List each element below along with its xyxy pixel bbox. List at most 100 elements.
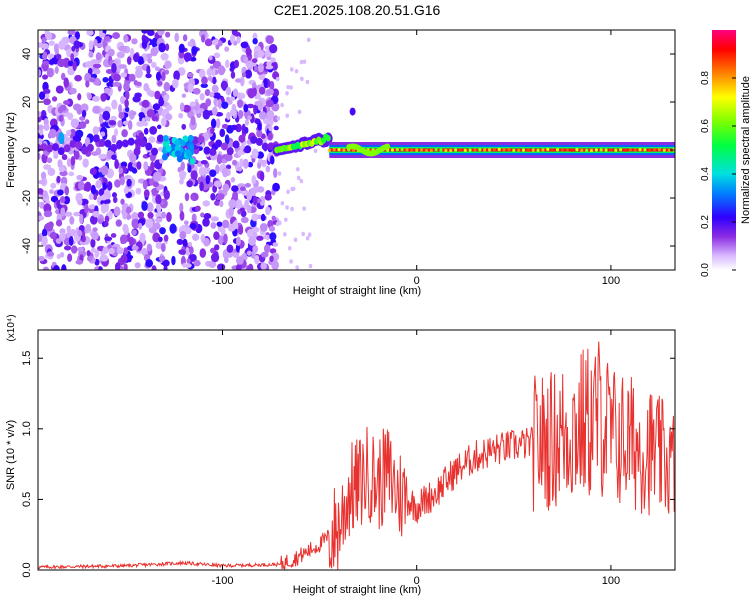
- spectrogram-noise-cell: [232, 252, 240, 259]
- spectrogram-noise-cell: [191, 46, 198, 55]
- spectrogram-noise-cell: [44, 222, 54, 232]
- spectrogram-line-cell: [385, 143, 391, 150]
- spectrogram-noise-cell: [100, 203, 107, 214]
- spectrogram-noise-cell: [94, 249, 100, 258]
- spectrogram-line-cell: [468, 148, 472, 152]
- spectrogram-noise-cell: [38, 215, 45, 221]
- spectrogram-line-cell: [332, 147, 336, 152]
- spectrogram-noise-cell: [235, 256, 244, 265]
- spectrogram-noise-cell: [157, 30, 165, 36]
- spectrogram-noise-cell: [226, 164, 232, 170]
- spectrogram-noise-cell: [46, 251, 55, 257]
- spectrogram-noise-cell: [169, 223, 177, 234]
- spectrogram-noise-cell: [185, 247, 190, 256]
- spectrogram-noise-cell: [178, 43, 185, 54]
- spectrogram-noise-cell: [141, 99, 150, 108]
- spectrogram-noise-cell: [257, 50, 265, 58]
- spectrogram-noise-cell: [104, 215, 110, 223]
- spectrogram-noise-cell: [100, 131, 106, 137]
- spectrogram-line-cell: [580, 148, 584, 152]
- spectrogram-noise-cell: [213, 200, 221, 206]
- spectrogram-noise-cell: [118, 167, 124, 174]
- snr-ytick-label: 0.5: [21, 492, 33, 507]
- spectrogram-line-cell: [531, 148, 535, 152]
- spectrogram-noise-cell: [59, 170, 68, 177]
- spectrogram-noise-cell: [251, 58, 258, 63]
- colorbar-gradient: [712, 30, 736, 270]
- spectrogram-noise-cell: [42, 74, 49, 80]
- spectrogram-noise-cell: [164, 43, 170, 51]
- spectrogram-noise-cell: [240, 41, 249, 49]
- spectrogram-noise-cell: [199, 181, 204, 192]
- spectrogram-noise-cell: [125, 206, 132, 214]
- spectrogram-noise-cell: [171, 78, 179, 89]
- spectrogram-noise-cell: [120, 198, 125, 205]
- spectrogram-band-cell: [238, 134, 246, 143]
- spectrogram-noise-cell: [219, 200, 224, 208]
- spectrogram-noise-cell: [118, 112, 125, 119]
- spectrogram-noise-cell: [222, 183, 230, 193]
- spectrogram-noise-cell: [156, 124, 162, 130]
- spectrogram-line-cell: [497, 147, 501, 152]
- spectrogram-band-cell: [40, 143, 48, 152]
- spectrogram-noise-cell: [118, 104, 123, 114]
- spectrogram-noise-cell: [88, 51, 94, 58]
- spectrogram-line-cell: [657, 147, 662, 152]
- spectrogram-noise-cell: [60, 72, 66, 81]
- spectrogram-noise-cell: [91, 231, 99, 241]
- spectrogram-noise-cell: [161, 71, 166, 82]
- spectrogram-noise-cell: [239, 207, 245, 213]
- spectrogram-noise-cell: [160, 243, 166, 253]
- spectrogram-noise-cell: [258, 111, 267, 120]
- spectrogram-noise-cell: [257, 63, 264, 73]
- spectrogram-noise-cell: [285, 113, 290, 118]
- spectrogram-noise-cell: [123, 81, 130, 92]
- spectrogram-noise-cell: [247, 115, 253, 120]
- spectrogram-noise-cell: [237, 166, 243, 172]
- spectrogram-noise-cell: [108, 120, 117, 126]
- spectrogram-noise-cell: [100, 93, 107, 102]
- spectrogram-noise-cell: [143, 121, 149, 127]
- spectrogram-noise-cell: [86, 30, 94, 36]
- spectrogram-noise-cell: [201, 76, 208, 85]
- spectrogram-noise-cell: [215, 118, 221, 129]
- snr-xtick-label: -100: [211, 575, 233, 587]
- spectrogram-noise-cell: [45, 93, 50, 99]
- spectrogram-noise-cell: [162, 259, 170, 267]
- spectrogram-noise-cell: [43, 164, 52, 171]
- spectrogram-noise-cell: [271, 215, 276, 221]
- spectrogram-noise-cell: [96, 43, 104, 48]
- spectrogram-noise-cell: [133, 53, 140, 63]
- spectrogram-band-cell: [139, 139, 147, 148]
- spectrogram-noise-cell: [299, 59, 304, 65]
- snr-xtick-label: 0: [414, 575, 420, 587]
- spectrogram-noise-cell: [92, 105, 101, 114]
- spectrogram-noise-cell: [259, 171, 265, 182]
- spectrogram-noise-cell: [300, 76, 304, 82]
- spectrogram-noise-cell: [296, 167, 300, 172]
- spectrogram-line-cell: [609, 148, 613, 152]
- spectrogram-line-cell: [400, 147, 404, 152]
- spectrogram-noise-cell: [192, 87, 201, 95]
- spectrogram-noise-cell: [283, 232, 287, 237]
- spectrogram-noise-cell: [158, 255, 166, 262]
- spectrogram-noise-cell: [70, 156, 76, 166]
- spectrogram-noise-cell: [228, 206, 234, 217]
- spectrogram-noise-cell: [164, 31, 171, 38]
- spectrogram-noise-cell: [84, 181, 92, 192]
- spectrogram-noise-cell: [179, 202, 184, 213]
- spectrogram-cluster-cell: [187, 134, 194, 142]
- snr-y-ticks: 0.0 0.5 1.0 1.5: [21, 351, 675, 578]
- spectrogram-noise-cell: [211, 84, 219, 93]
- spectrogram-noise-cell: [150, 61, 157, 69]
- spectrogram-noise-cell: [239, 158, 244, 168]
- spectrogram-line-cell: [546, 147, 550, 152]
- spectrogram-line-cell: [390, 148, 395, 152]
- spectrogram-noise-cell: [289, 67, 294, 72]
- spectrogram-noise-cell: [38, 179, 46, 185]
- spectrogram-noise-cell: [289, 259, 293, 264]
- spectrogram-line-cell: [478, 148, 482, 152]
- spectrogram-noise-cell: [107, 210, 113, 219]
- snr-multiplier: (x10⁴): [6, 314, 17, 341]
